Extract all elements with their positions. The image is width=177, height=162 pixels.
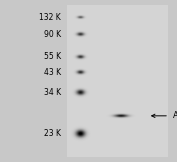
Text: 43 K: 43 K (44, 68, 61, 77)
Text: 55 K: 55 K (44, 52, 61, 61)
Text: 34 K: 34 K (44, 88, 61, 97)
Text: 132 K: 132 K (39, 12, 61, 22)
Bar (67, 5, 168, 157)
Text: 23 K: 23 K (44, 129, 61, 138)
Text: 90 K: 90 K (44, 29, 61, 39)
Text: ASC: ASC (173, 111, 177, 120)
